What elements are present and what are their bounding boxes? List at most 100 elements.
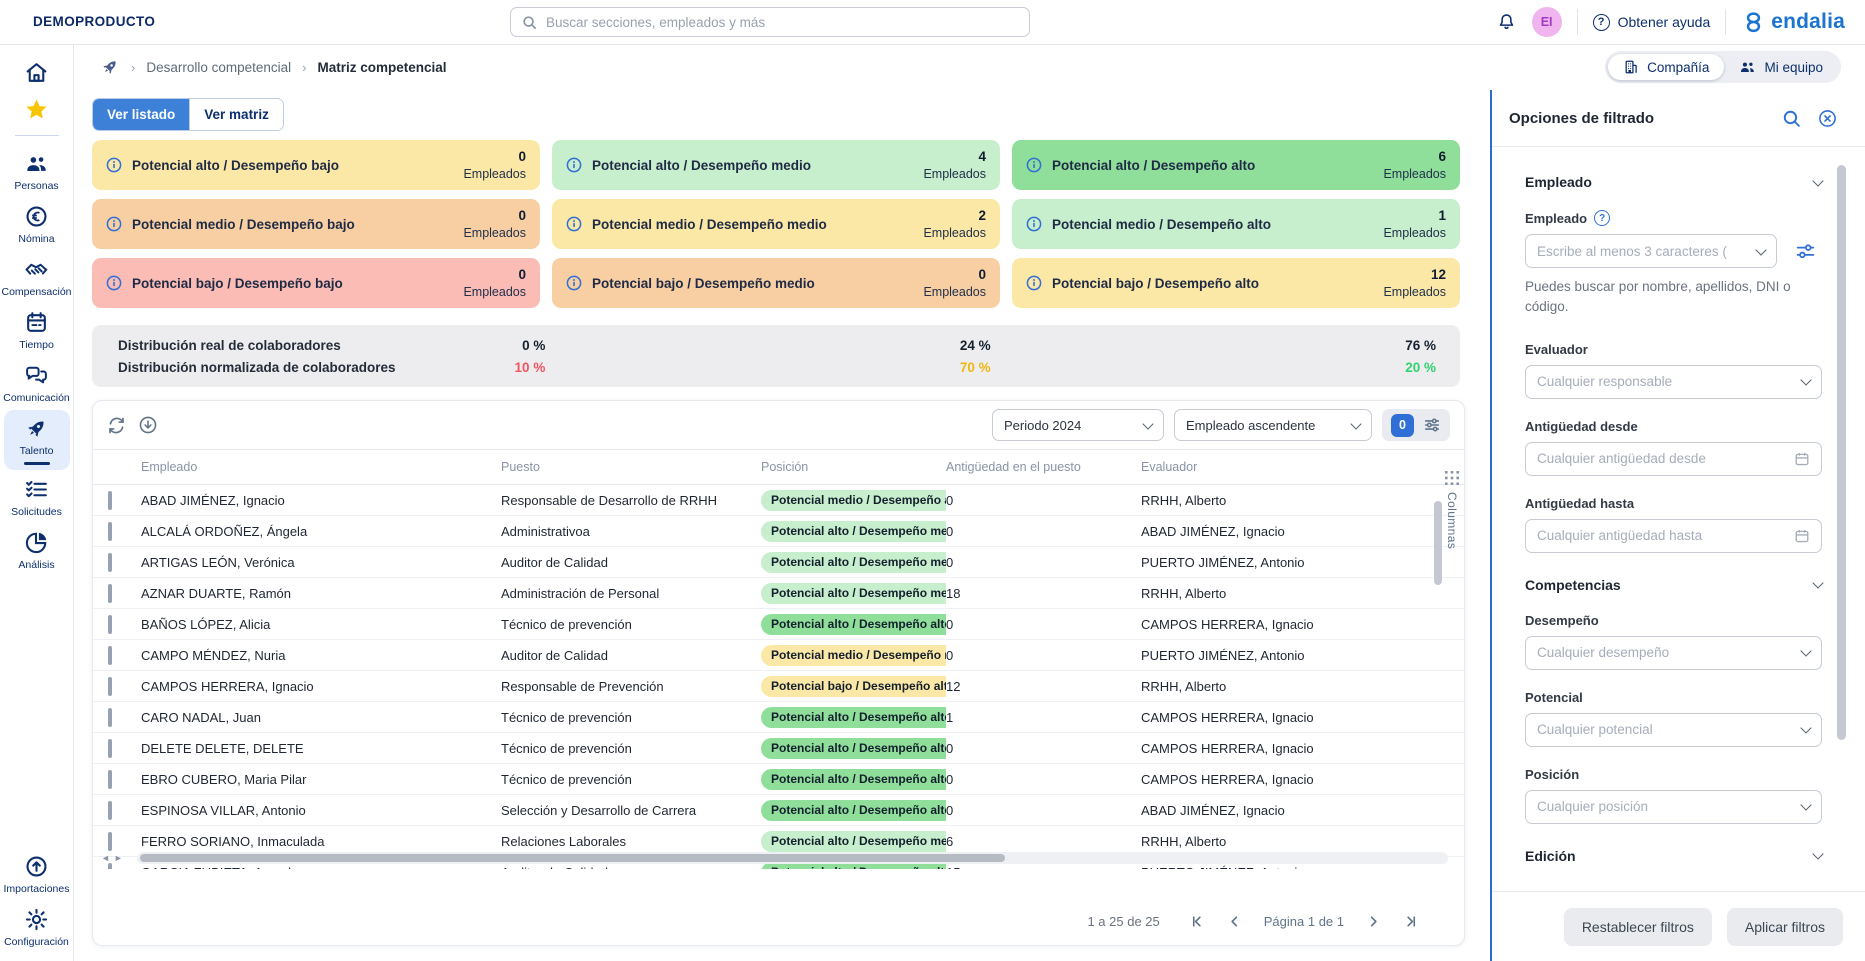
row-checkbox[interactable] — [108, 583, 112, 603]
columns-side-tab[interactable]: Columnas — [1445, 471, 1459, 549]
table-row[interactable]: GARCIA ZUBIETA, Arancha Auditor de Calid… — [93, 857, 1464, 869]
row-checkbox[interactable] — [108, 521, 112, 541]
matrix-cell-bajo-alto[interactable]: Potencial bajo / Desempeño alto 12 Emplea… — [1012, 258, 1460, 308]
cell-evaluador: RRHH, Alberto — [1141, 678, 1227, 694]
col-header-empleado[interactable]: Empleado — [141, 460, 198, 474]
filter-section-empleado[interactable]: Empleado — [1525, 174, 1824, 190]
chevron-down-icon — [1755, 243, 1767, 256]
seniority-to-input[interactable]: Cualquier antigüedad hasta — [1525, 518, 1822, 553]
hscroll-arrows[interactable]: ◄► — [101, 853, 127, 863]
table-row[interactable]: ABAD JIMÉNEZ, Ignacio Responsable de Des… — [93, 485, 1464, 516]
tab-ver-matriz[interactable]: Ver matriz — [189, 99, 283, 130]
table-row[interactable]: AZNAR DUARTE, Ramón Administración de Pe… — [93, 578, 1464, 609]
sidebar-item-nomina[interactable]: Nómina — [4, 198, 70, 250]
global-search-input[interactable]: Buscar secciones, empleados y más — [510, 7, 1030, 37]
advanced-sliders-icon[interactable] — [1795, 241, 1816, 262]
filter-section-competencias[interactable]: Competencias — [1525, 577, 1824, 593]
sidebar-item-comunicacion[interactable]: Comunicación — [3, 357, 70, 409]
download-icon[interactable] — [138, 415, 158, 435]
table-row[interactable]: ALCALÁ ORDOÑEZ, Ángela Administrativoa P… — [93, 516, 1464, 547]
refresh-icon[interactable] — [107, 416, 126, 435]
employee-search-input[interactable]: Escribe al menos 3 caracteres ( — [1525, 234, 1777, 268]
row-checkbox[interactable] — [108, 707, 112, 727]
brand-name: DEMOPRODUCTO — [33, 14, 156, 29]
table-row[interactable]: BAÑOS LÓPEZ, Alicia Técnico de prevenció… — [93, 609, 1464, 640]
row-checkbox[interactable] — [108, 490, 112, 510]
sidebar-item-personas[interactable]: Personas — [4, 145, 70, 197]
reset-filters-button[interactable]: Restablecer filtros — [1563, 907, 1712, 946]
table-row[interactable]: CAMPO MÉNDEZ, Nuria Auditor de Calidad P… — [93, 640, 1464, 671]
posicion-select[interactable]: Cualquier posición — [1525, 789, 1822, 824]
close-circle-icon[interactable] — [1818, 109, 1837, 128]
col-header-evaluador[interactable]: Evaluador — [1141, 460, 1198, 474]
period-select[interactable]: Periodo 2024 — [992, 409, 1164, 441]
first-page-icon[interactable] — [1190, 914, 1205, 929]
get-help-button[interactable]: ? Obtener ayuda — [1592, 13, 1710, 31]
sort-select[interactable]: Empleado ascendente — [1174, 409, 1372, 441]
sidebar-item-compensacion[interactable]: Compensación — [1, 251, 72, 303]
notifications-bell-icon[interactable] — [1496, 12, 1517, 33]
chevron-down-icon — [1812, 577, 1824, 589]
cell-empleado: BAÑOS LÓPEZ, Alicia — [141, 616, 271, 632]
breadcrumb-link[interactable]: Desarrollo competencial — [146, 59, 292, 75]
filter-section-edicion[interactable]: Edición — [1525, 848, 1824, 864]
toggle-my-team[interactable]: Mi equipo — [1724, 54, 1838, 80]
row-checkbox[interactable] — [108, 800, 112, 820]
horizontal-scrollbar-thumb[interactable] — [140, 854, 1006, 862]
table-row[interactable]: ARTIGAS LEÓN, Verónica Auditor de Calida… — [93, 547, 1464, 578]
tab-ver-listado[interactable]: Ver listado — [93, 99, 190, 130]
sidebar-item-favorites[interactable] — [4, 91, 70, 127]
matrix-cell-medio-alto[interactable]: Potencial medio / Desempeño alto 1 Emplea… — [1012, 199, 1460, 249]
vertical-scrollbar-thumb[interactable] — [1434, 501, 1442, 585]
filter-search-icon[interactable] — [1782, 109, 1801, 128]
sidebar-item-talento[interactable]: Talento — [3, 410, 70, 470]
matrix-cell-bajo-bajo[interactable]: Potencial bajo / Desempeño bajo 0 Emplead… — [92, 258, 540, 308]
tiempo-icon — [24, 310, 49, 335]
sidebar-item-analisis[interactable]: Análisis — [4, 524, 70, 576]
apply-filters-button[interactable]: Aplicar filtros — [1726, 907, 1843, 946]
table-row[interactable]: EBRO CUBERO, Maria Pilar Técnico de prev… — [93, 764, 1464, 795]
filter-toggle-button[interactable]: 0 — [1382, 409, 1450, 441]
col-header-antiguedad[interactable]: Antigüedad en el puesto — [946, 460, 1081, 474]
row-checkbox[interactable] — [108, 645, 112, 665]
table-row[interactable]: CAMPOS HERRERA, Ignacio Responsable de P… — [93, 671, 1464, 702]
potencial-select[interactable]: Cualquier potencial — [1525, 712, 1822, 747]
horizontal-scrollbar[interactable] — [137, 852, 1448, 864]
table-row[interactable]: DELETE DELETE, DELETE Técnico de prevenc… — [93, 733, 1464, 764]
matrix-cell-bajo-medio[interactable]: Potencial bajo / Desempeño medio 0 Emplea… — [552, 258, 1000, 308]
last-page-icon[interactable] — [1403, 914, 1418, 929]
row-checkbox[interactable] — [108, 552, 112, 572]
row-checkbox[interactable] — [108, 738, 112, 758]
table-row[interactable]: FERRO SORIANO, Inmaculada Relaciones Lab… — [93, 826, 1464, 857]
prev-page-icon[interactable] — [1227, 914, 1242, 929]
row-checkbox[interactable] — [108, 831, 112, 851]
cell-evaluador: ABAD JIMÉNEZ, Ignacio — [1141, 523, 1285, 539]
matrix-cell-alto-bajo[interactable]: Potencial alto / Desempeño bajo 0 Emplead… — [92, 140, 540, 190]
table-row[interactable]: CARO NADAL, Juan Técnico de prevención P… — [93, 702, 1464, 733]
desempeno-select[interactable]: Cualquier desempeño — [1525, 635, 1822, 670]
evaluator-select[interactable]: Cualquier responsable — [1525, 364, 1822, 399]
row-checkbox[interactable] — [108, 769, 112, 789]
sidebar-item-solicitudes[interactable]: Solicitudes — [4, 471, 70, 523]
matrix-cell-alto-alto[interactable]: Potencial alto / Desempeño alto 6 Emplead… — [1012, 140, 1460, 190]
table-row[interactable]: ESPINOSA VILLAR, Antonio Selección y Des… — [93, 795, 1464, 826]
col-header-posicion[interactable]: Posición — [761, 460, 809, 474]
matrix-cell-medio-bajo[interactable]: Potencial medio / Desempeño bajo 0 Emplea… — [92, 199, 540, 249]
question-icon[interactable]: ? — [1594, 210, 1611, 226]
matrix-cell-alto-medio[interactable]: Potencial alto / Desempeño medio 4 Emplea… — [552, 140, 1000, 190]
next-page-icon[interactable] — [1366, 914, 1381, 929]
user-avatar[interactable]: EI — [1531, 7, 1562, 37]
panel-scrollbar-thumb[interactable] — [1837, 165, 1846, 740]
sidebar-item-home[interactable] — [4, 54, 70, 90]
toggle-company[interactable]: Compañía — [1608, 54, 1725, 80]
col-header-puesto[interactable]: Puesto — [501, 460, 540, 474]
sidebar-item-importaciones[interactable]: Importaciones — [4, 848, 70, 900]
row-checkbox[interactable] — [108, 862, 112, 869]
matrix-cell-medio-medio[interactable]: Potencial medio / Desempeño medio 2 Emple… — [552, 199, 1000, 249]
sidebar-item-tiempo[interactable]: Tiempo — [4, 304, 70, 356]
sidebar-item-configuracion[interactable]: Configuración — [4, 901, 70, 953]
row-checkbox[interactable] — [108, 676, 112, 696]
seniority-from-input[interactable]: Cualquier antigüedad desde — [1525, 441, 1822, 476]
divider — [1725, 9, 1727, 35]
row-checkbox[interactable] — [108, 614, 112, 634]
